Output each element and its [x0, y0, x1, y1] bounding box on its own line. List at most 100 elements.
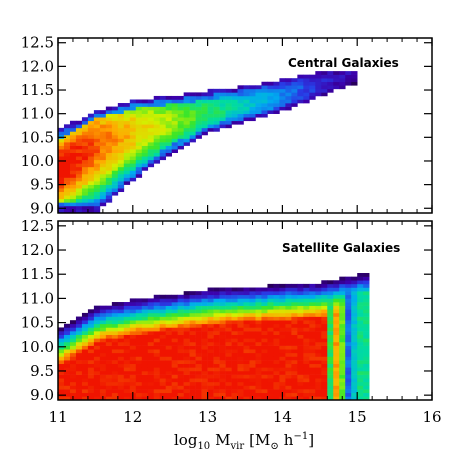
- central-heat-cell: [93, 117, 101, 122]
- satellite-heat-cell: [339, 341, 346, 346]
- central-heat-cell: [141, 145, 149, 150]
- central-heat-cell: [303, 78, 310, 83]
- satellite-heat-cell: [345, 341, 352, 346]
- satellite-heat-cell: [153, 316, 161, 321]
- satellite-heat-cell: [243, 341, 250, 346]
- central-heat-cell: [177, 99, 184, 104]
- satellite-heat-cell: [135, 302, 143, 306]
- satellite-heat-cell: [183, 378, 190, 383]
- satellite-heat-cell: [105, 381, 113, 386]
- satellite-heat-cell: [333, 320, 340, 325]
- central-heat-cell: [201, 106, 208, 111]
- satellite-heat-cell: [339, 370, 346, 375]
- central-heat-cell: [69, 177, 77, 182]
- central-heat-cell: [345, 71, 352, 75]
- satellite-heat-cell: [219, 345, 226, 350]
- satellite-heat-cell: [237, 312, 244, 317]
- satellite-heat-cell: [267, 334, 274, 339]
- satellite-heat-cell: [285, 312, 292, 317]
- satellite-heat-cell: [237, 349, 244, 354]
- satellite-heat-cell: [123, 316, 131, 321]
- satellite-heat-cell: [351, 287, 358, 292]
- satellite-heat-cell: [333, 341, 340, 346]
- satellite-heat-cell: [69, 389, 77, 394]
- satellite-heat-cell: [297, 320, 304, 325]
- satellite-heat-cell: [75, 378, 83, 383]
- satellite-heat-cell: [267, 338, 274, 343]
- satellite-heat-cell: [345, 323, 352, 328]
- satellite-heat-cell: [189, 331, 196, 335]
- satellite-heat-cell: [297, 378, 304, 383]
- central-heat-cell: [297, 99, 304, 104]
- central-heat-cell: [147, 120, 155, 125]
- satellite-heat-cell: [297, 294, 304, 299]
- central-heat-cell: [183, 131, 190, 136]
- central-heat-cell: [189, 134, 196, 139]
- central-heat-cell: [81, 198, 89, 203]
- satellite-heat-cell: [99, 305, 107, 310]
- central-heat-cell: [213, 127, 220, 132]
- satellite-heat-cell: [339, 331, 346, 335]
- satellite-heat-cell: [327, 323, 334, 328]
- satellite-heat-cell: [147, 298, 155, 303]
- central-heat-cell: [243, 110, 250, 114]
- satellite-heat-cell: [69, 367, 77, 372]
- x-tick-label: 13: [198, 408, 217, 426]
- central-heat-cell: [105, 117, 113, 122]
- satellite-heat-cell: [183, 341, 190, 346]
- satellite-heat-cell: [159, 341, 167, 346]
- central-heat-cell: [177, 127, 184, 132]
- satellite-heat-cell: [243, 360, 250, 365]
- central-heat-cell: [129, 120, 137, 125]
- satellite-heat-cell: [201, 341, 208, 346]
- satellite-heat-cell: [177, 316, 184, 321]
- satellite-heat-cell: [195, 331, 202, 335]
- central-heat-cell: [321, 74, 328, 79]
- satellite-heat-cell: [201, 370, 208, 375]
- central-heat-cell: [231, 117, 238, 122]
- satellite-heat-cell: [93, 312, 101, 317]
- satellite-heat-cell: [243, 298, 250, 303]
- satellite-y-tick-label: 10.0: [21, 338, 54, 356]
- satellite-heat-cell: [357, 381, 364, 386]
- satellite-heat-cell: [111, 327, 119, 332]
- satellite-heat-cell: [159, 323, 167, 328]
- central-heat-cell: [183, 134, 190, 139]
- satellite-heat-cell: [159, 349, 167, 354]
- satellite-heat-cell: [87, 341, 95, 346]
- satellite-heat-cell: [243, 316, 250, 321]
- satellite-heat-cell: [87, 349, 95, 354]
- satellite-heat-cell: [363, 370, 370, 375]
- satellite-heat-cell: [243, 381, 250, 386]
- satellite-heat-cell: [339, 367, 346, 372]
- satellite-heat-cell: [177, 374, 184, 379]
- central-y-tick-label: 11.5: [21, 81, 54, 99]
- central-heat-cell: [165, 113, 172, 118]
- satellite-heat-cell: [291, 338, 298, 343]
- satellite-heat-cell: [195, 396, 202, 401]
- central-heat-cell: [177, 117, 184, 122]
- satellite-heat-cell: [243, 294, 250, 299]
- satellite-heat-cell: [129, 349, 137, 354]
- satellite-heat-cell: [339, 287, 346, 292]
- satellite-heat-cell: [237, 331, 244, 335]
- satellite-heat-cell: [213, 356, 220, 361]
- central-heat-cell: [81, 170, 89, 175]
- central-heat-cell: [111, 138, 119, 143]
- central-heat-cell: [93, 138, 101, 143]
- satellite-heat-cell: [189, 349, 196, 354]
- central-heat-cell: [249, 95, 256, 100]
- satellite-heat-cell: [297, 312, 304, 317]
- satellite-heat-cell: [315, 323, 322, 328]
- satellite-heat-cell: [129, 389, 137, 394]
- satellite-heat-cell: [333, 294, 340, 299]
- satellite-heat-cell: [99, 338, 107, 343]
- satellite-heat-cell: [237, 316, 244, 321]
- satellite-heat-cell: [105, 378, 113, 383]
- central-heat-cell: [291, 78, 298, 83]
- satellite-heat-cell: [297, 392, 304, 397]
- satellite-heat-cell: [81, 338, 89, 343]
- satellite-heat-cell: [267, 385, 274, 390]
- satellite-heat-cell: [183, 360, 190, 365]
- central-heat-cell: [159, 156, 167, 161]
